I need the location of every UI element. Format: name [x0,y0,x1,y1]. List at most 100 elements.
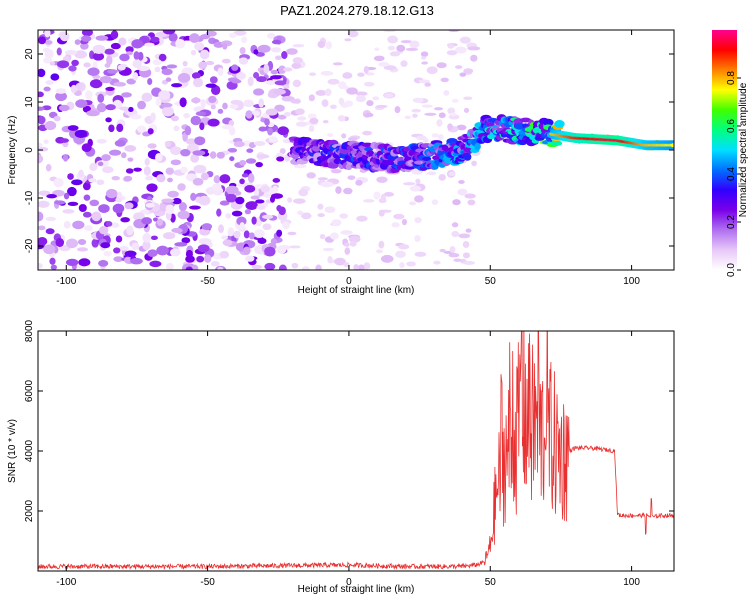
spectrogram-cell [451,230,460,238]
spectrogram-cell [63,192,70,200]
colorbar: 0.0 0.2 0.4 0.6 0.8 Normalized spectral ampl… [712,30,749,277]
spectrogram-cell [170,248,181,257]
spectrogram-cell [194,42,205,51]
spectrogram-cell [117,64,126,71]
spectrogram-cell [126,51,133,56]
spectrogram-cell [317,177,329,181]
spectrogram-cell [399,262,405,269]
spectrogram-cell [64,50,78,56]
spectrogram-cell [363,199,375,203]
spectrogram-cell [400,60,408,67]
spectrogram-cell [344,38,352,42]
spectrogram-cell [115,197,123,203]
snr-panel: -100 -50 0 50 100 2000 4000 6000 8000 Height of … [7,319,675,595]
spectrogram-cell [67,125,79,131]
spectrogram-cell [356,215,368,222]
spectrogram-cell [77,238,87,246]
spectrogram-cell [65,238,78,249]
spectrogram-cell [216,151,225,159]
spectrogram-cell [56,60,70,69]
spectrogram-cell [191,97,201,104]
spectrogram-cell [453,258,462,262]
spectrogram-cell [125,46,134,53]
spectrogram-cell [38,236,48,246]
spectrogram-cell [132,72,139,81]
spectrogram-cell [225,185,239,195]
spectrogram-cell [251,264,262,270]
spectrogram-cell [364,112,374,118]
colorbar-gradient [712,30,737,270]
spectrogram-cell [38,211,44,222]
spectrogram-cell [165,204,175,215]
spectrogram-cell [463,96,473,101]
spectrogram-cell [233,230,241,239]
spectrogram-cell [446,50,458,56]
spectrogram-cell [182,60,188,67]
spectrogram-cell [104,63,111,68]
spectrogram-cell [463,107,470,113]
spectrogram-cell [210,104,216,110]
spectrogram-cell [274,80,287,86]
spectrogram-cell [170,115,179,122]
spectrogram-cell [436,62,447,69]
spectrogram-cell [436,119,443,127]
spectrogram-cell [267,127,273,136]
spectrogram-cell [459,36,471,44]
spectrogram-cell [301,136,312,144]
spectrogram-cell [208,95,217,104]
spectrogram-cell [361,142,374,147]
spectrogram-cell [380,193,386,202]
spectrogram-cell [119,106,129,111]
spectrogram-cell [85,90,93,100]
snr-x-tick-label: -50 [200,577,215,588]
spectrogram-cell [43,139,49,144]
spectrogram-cell [222,102,228,110]
spectrogram-cell [439,248,446,253]
spectrogram-cell [113,81,126,87]
spectrogram-cell [67,186,77,197]
spectrogram-cell [230,99,243,105]
spectrogram-cell [358,264,365,270]
spectrogram-cell [412,97,424,103]
spectrogram-cell [124,202,134,210]
spectrogram-cell [75,82,84,90]
spectrogram-cell [448,30,460,33]
spectrogram-cell [295,108,305,115]
spectrogram-cell [173,125,180,132]
spectrogram-cell [170,146,182,156]
spectrogram-cell [96,138,107,144]
spectrogram-cell [95,35,109,41]
spectrogram-cell [145,202,155,208]
spectrogram-cell [402,182,416,186]
spectrogram-cell [276,205,282,212]
spectrogram-cell [293,198,306,204]
spectrogram-cell [264,262,276,270]
spectrogram-cell [287,231,297,236]
spectrogram-cell [319,234,326,240]
spectrogram-cell [78,258,91,267]
spectrogram-cell [98,204,110,213]
spectrogram-cell [167,177,173,183]
spectrogram-cell [449,246,456,253]
spectrogram-cell [339,213,348,219]
spectrogram-cell [174,242,188,247]
spectrogram-cell [365,72,375,76]
spectrogram-cell [49,61,56,66]
spectrogram-cell [180,149,191,157]
spectrogram-cell [185,255,195,263]
spectrogram-cell [542,118,554,127]
spectrogram-cell [74,129,88,138]
spectrogram-cell [153,217,159,222]
spectrogram-cell [112,203,125,214]
spectrogram-cell [142,240,151,251]
spectrogram-cell [414,251,427,257]
colorbar-ticks: 0.0 0.2 0.4 0.6 0.8 [726,71,741,277]
spectrogram-cell [74,50,87,59]
spectrogram-cell [119,246,129,251]
spectrogram-blobs [38,30,674,270]
spectrogram-cell [78,203,87,213]
spectrogram-cell [49,257,56,265]
spectrogram-cell [165,77,172,82]
spectrogram-cell [341,133,347,139]
spectrogram-cell [245,255,255,262]
